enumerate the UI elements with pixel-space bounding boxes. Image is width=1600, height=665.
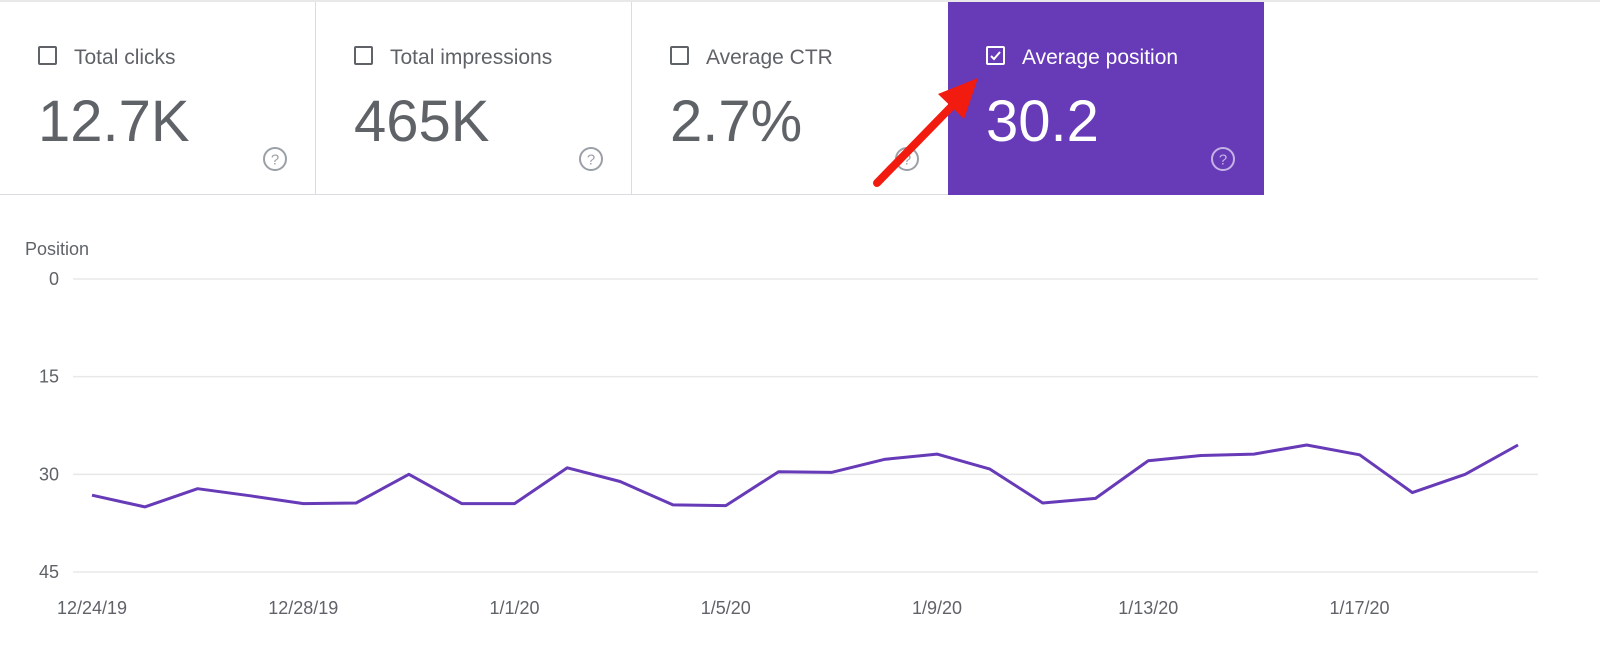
position-line-chart: Position 0 15 30 45 12/24/19 12/28/19 1/1/20 1/5…	[25, 239, 1538, 618]
metric-label: Average CTR	[706, 46, 833, 69]
metric-value: 2.7%	[670, 89, 803, 154]
metric-cards: Total clicks 12.7K ? Total impressions 4…	[0, 2, 1265, 195]
y-tick-label: 45	[39, 562, 59, 582]
metric-card-total-impressions[interactable]: Total impressions 465K ?	[316, 2, 632, 195]
svg-text:?: ?	[587, 152, 595, 169]
checkbox-icon[interactable]	[38, 46, 57, 65]
help-circle-icon[interactable]: ?	[262, 146, 288, 172]
checkbox-checked-icon[interactable]	[986, 46, 1005, 65]
y-tick-label: 0	[49, 269, 59, 289]
top-divider	[0, 0, 1600, 2]
metric-label: Total impressions	[390, 46, 553, 69]
checkbox-icon[interactable]	[354, 46, 373, 65]
y-tick-label: 15	[39, 367, 59, 387]
metric-label: Average position	[1022, 46, 1179, 69]
svg-text:?: ?	[271, 152, 279, 169]
metric-value: 12.7K	[38, 89, 190, 154]
svg-text:?: ?	[903, 152, 911, 169]
series-line-average-position	[91, 443, 1519, 509]
x-tick-label: 12/28/19	[268, 598, 338, 618]
metric-value: 465K	[354, 89, 490, 154]
y-axis-label: Position	[25, 239, 89, 259]
metric-card-average-position[interactable]: Average position 30.2 ?	[948, 2, 1264, 195]
help-circle-icon[interactable]: ?	[1210, 146, 1236, 172]
metric-card-total-clicks[interactable]: Total clicks 12.7K ?	[0, 2, 316, 195]
x-tick-label: 1/9/20	[912, 598, 962, 618]
x-tick-label: 12/24/19	[57, 598, 127, 618]
x-tick-label: 1/17/20	[1330, 598, 1390, 618]
metric-card-average-ctr[interactable]: Average CTR 2.7% ?	[632, 2, 948, 195]
help-circle-icon[interactable]: ?	[894, 146, 920, 172]
help-circle-icon[interactable]: ?	[578, 146, 604, 172]
x-tick-label: 1/13/20	[1118, 598, 1178, 618]
checkbox-icon[interactable]	[670, 46, 689, 65]
x-tick-label: 1/5/20	[701, 598, 751, 618]
svg-text:?: ?	[1219, 152, 1227, 169]
x-tick-label: 1/1/20	[489, 598, 539, 618]
y-tick-label: 30	[39, 464, 59, 484]
metric-label: Total clicks	[74, 46, 176, 69]
metric-value: 30.2	[986, 89, 1099, 154]
